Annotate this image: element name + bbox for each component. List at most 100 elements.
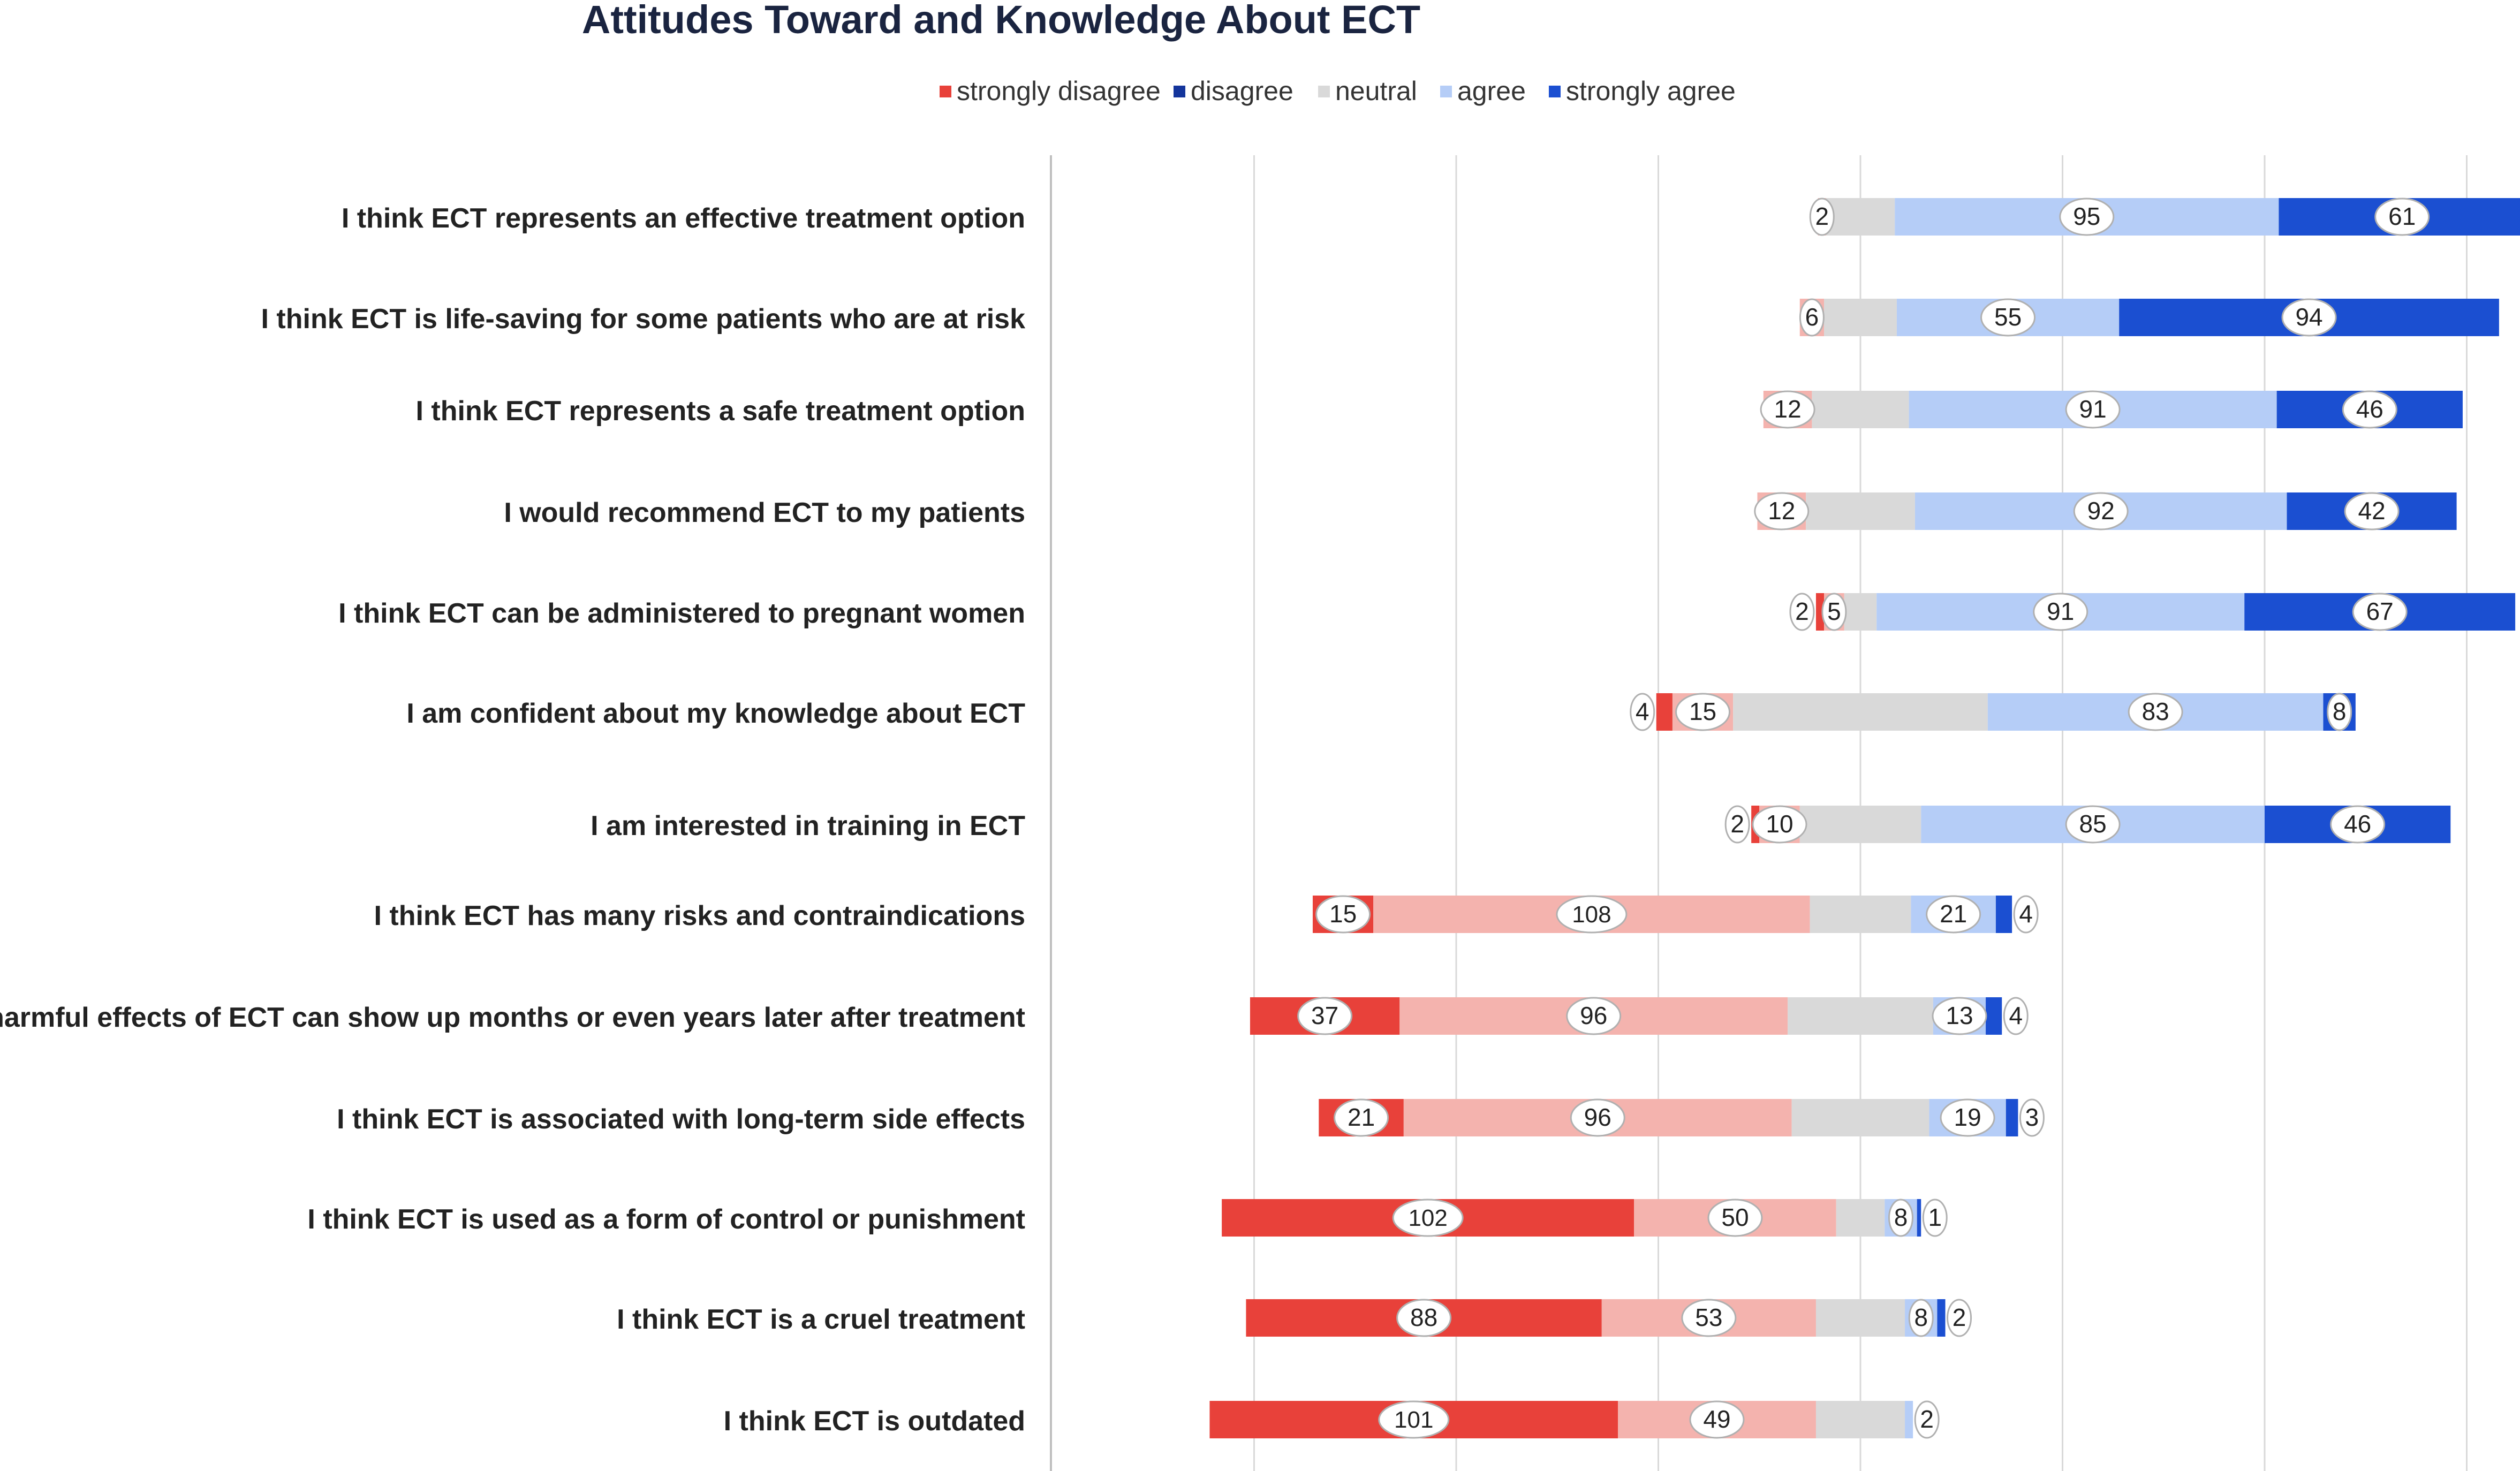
data-label-bubble xyxy=(1940,1098,1995,1137)
data-label-text: 61 xyxy=(2388,202,2416,230)
data-label-text: 95 xyxy=(2073,202,2100,230)
data-label-text: 85 xyxy=(2079,810,2107,838)
data-label-disagree: 108 xyxy=(1556,895,1628,934)
data-label-bubble xyxy=(1932,997,1987,1035)
data-label-text: 2 xyxy=(1815,202,1829,230)
data-label-bubble xyxy=(2013,895,2039,934)
data-label-bubble xyxy=(1566,997,1622,1035)
data-label-text: 108 xyxy=(1572,901,1611,928)
data-label-text: 21 xyxy=(1348,1103,1375,1131)
bar-neutral xyxy=(1791,1099,1929,1136)
data-label-text: 94 xyxy=(2295,303,2322,331)
data-label-strongly-agree: 1 xyxy=(1922,1199,1948,1237)
data-label-text: 15 xyxy=(1329,900,1357,928)
data-label-text: 37 xyxy=(1311,1002,1338,1029)
data-label-text: 53 xyxy=(1695,1303,1722,1331)
data-label-text: 1 xyxy=(1928,1203,1942,1231)
data-label-agree: 8 xyxy=(1888,1199,1913,1237)
data-label-agree: 2 xyxy=(1914,1400,1940,1439)
data-label-text: 12 xyxy=(1768,497,1795,525)
data-label-strongly-disagree: 2 xyxy=(1724,805,1750,844)
data-label-bubble xyxy=(1752,805,1807,844)
legend-item-strongly-disagree: strongly disagree xyxy=(940,76,1161,106)
data-label-bubble xyxy=(1297,997,1353,1035)
category-label: I think ECT has many risks and contraind… xyxy=(374,900,1025,931)
data-label-bubble xyxy=(1334,1098,1389,1137)
data-label-strongly-agree: 2 xyxy=(1947,1299,1972,1337)
bar-agree xyxy=(1905,1401,1913,1438)
data-label-bubble xyxy=(1396,1299,1452,1337)
data-label-text: 2 xyxy=(1920,1405,1934,1433)
legend-item-disagree: disagree xyxy=(1174,76,1293,106)
data-label-disagree: 12 xyxy=(1754,492,1810,530)
data-label-strongly-disagree: 37 xyxy=(1297,997,1353,1035)
data-label-bubble xyxy=(1392,1199,1464,1237)
data-label-bubble xyxy=(1630,693,1655,731)
data-label-strongly-disagree: 21 xyxy=(1334,1098,1389,1137)
data-label-agree: 91 xyxy=(2033,593,2088,631)
data-label-strongly-disagree: 4 xyxy=(1630,693,1655,731)
data-label-text: 4 xyxy=(2009,1002,2023,1029)
category-label: I am confident about my knowledge about … xyxy=(406,698,1025,729)
data-label-text: 42 xyxy=(2358,497,2385,525)
data-label-bubble xyxy=(2003,997,2029,1035)
data-label-text: 8 xyxy=(1894,1203,1908,1231)
data-label-disagree: 15 xyxy=(1675,693,1731,731)
data-label-text: 10 xyxy=(1766,810,1793,838)
data-label-disagree: 5 xyxy=(1821,593,1847,631)
legend-swatch xyxy=(1174,86,1185,97)
data-label-text: 3 xyxy=(2025,1103,2039,1131)
data-label-text: 15 xyxy=(1689,697,1716,725)
data-label-text: 8 xyxy=(2333,697,2347,725)
legend-label: disagree xyxy=(1191,76,1293,106)
data-label-strongly-disagree: 101 xyxy=(1378,1400,1450,1439)
data-label-bubble xyxy=(1556,895,1628,934)
data-label-agree: 8 xyxy=(1908,1299,1934,1337)
data-label-text: 67 xyxy=(2366,597,2394,625)
data-label-bubble xyxy=(1689,1400,1745,1439)
legend-item-neutral: neutral xyxy=(1318,76,1417,106)
data-label-text: 5 xyxy=(1827,597,1841,625)
bar-neutral xyxy=(1733,693,1988,731)
bar-neutral xyxy=(1810,896,1911,933)
bar-neutral xyxy=(1815,1401,1905,1438)
category-label: I think ECT can be administered to pregn… xyxy=(338,598,1025,629)
bar-neutral xyxy=(1788,997,1933,1035)
gridlines xyxy=(1253,155,2468,1471)
data-label-bubble xyxy=(1315,895,1371,934)
category-label: I think ECT is life-saving for some pati… xyxy=(261,304,1026,335)
data-label-strongly-agree: 3 xyxy=(2019,1098,2045,1137)
data-label-text: 50 xyxy=(1721,1203,1749,1231)
data-label-bubble xyxy=(2065,805,2121,844)
category-label: I think ECT is associated with long-term… xyxy=(337,1104,1025,1135)
bar-strongly-agree xyxy=(2006,1099,2018,1136)
category-label: I am interested in training in ECT xyxy=(591,810,1025,841)
data-label-bubble xyxy=(2342,390,2397,429)
chart-title: Attitudes Toward and Knowledge About ECT xyxy=(582,0,1420,42)
data-label-text: 91 xyxy=(2079,395,2107,423)
data-label-text: 2 xyxy=(1795,597,1809,625)
data-label-text: 12 xyxy=(1774,395,1802,423)
data-label-text: 46 xyxy=(2356,395,2383,423)
data-label-text: 4 xyxy=(2019,900,2033,928)
data-label-bubble xyxy=(2019,1098,2045,1137)
data-label-disagree: 53 xyxy=(1681,1299,1737,1337)
data-label-bubble xyxy=(1754,492,1810,530)
data-label-disagree: 49 xyxy=(1689,1400,1745,1439)
data-label-bubble xyxy=(1926,895,1981,934)
legend: strongly disagree disagree neutral agree str… xyxy=(940,76,1736,106)
data-label-disagree: 2 xyxy=(1809,198,1835,236)
data-label-agree: 85 xyxy=(2065,805,2121,844)
data-label-bubble xyxy=(1922,1199,1948,1237)
data-label-text: 6 xyxy=(1805,303,1819,331)
data-label-text: 83 xyxy=(2142,697,2169,725)
data-label-disagree: 96 xyxy=(1570,1098,1625,1137)
legend-label: strongly disagree xyxy=(957,76,1161,106)
bar-strongly-agree xyxy=(1917,1199,1921,1237)
data-label-agree: 21 xyxy=(1926,895,1981,934)
data-label-bubble xyxy=(1707,1199,1763,1237)
data-label-strongly-agree: 61 xyxy=(2374,198,2430,236)
data-label-bubble xyxy=(2352,593,2408,631)
